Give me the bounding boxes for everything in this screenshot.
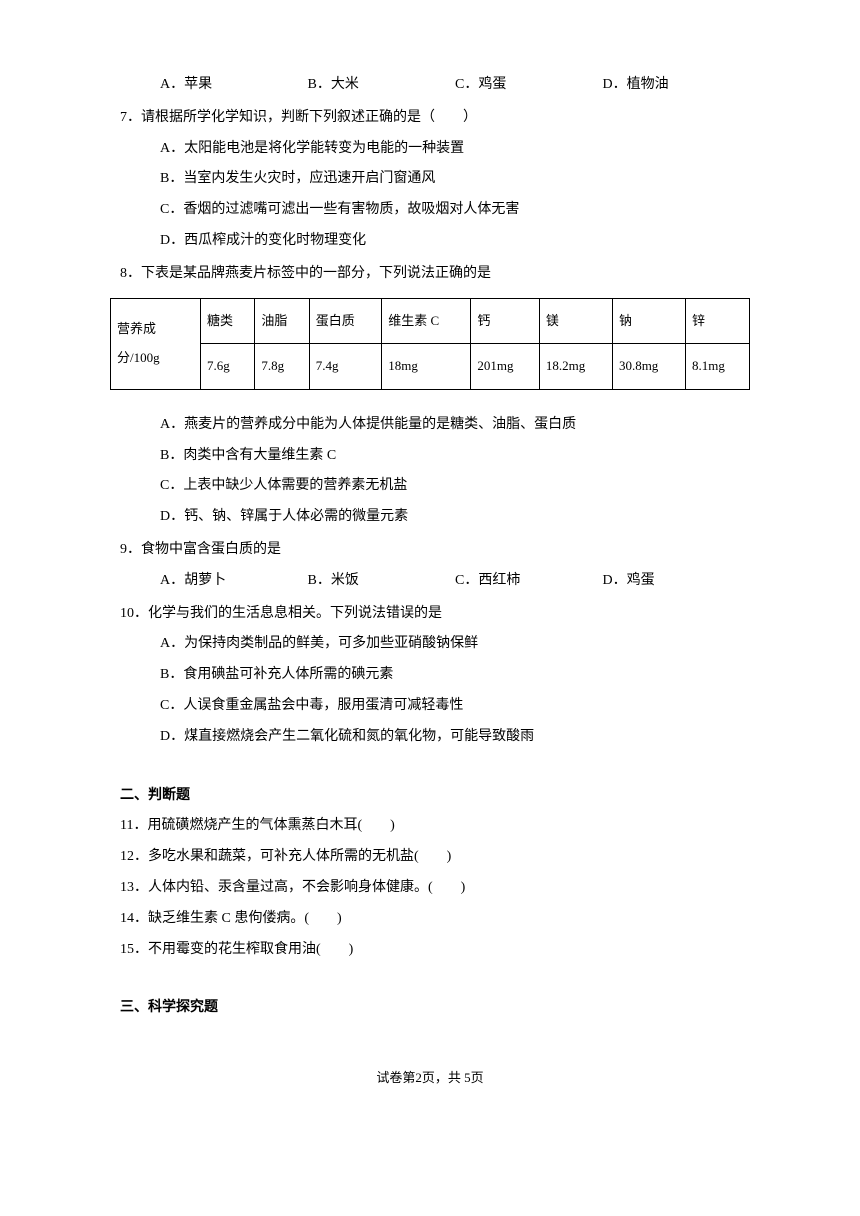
question-8: 8．下表是某品牌燕麦片标签中的一部分，下列说法正确的是 (110, 259, 750, 290)
q6-options: A．苹果 B．大米 C．鸡蛋 D．植物油 (110, 70, 750, 101)
question-7: 7．请根据所学化学知识，判断下列叙述正确的是（ ） A．太阳能电池是将化学能转变… (110, 103, 750, 257)
q10-option-d: D．煤直接燃烧会产生二氧化硫和氮的氧化物，可能导致酸雨 (110, 722, 750, 753)
table-header: 钠 (612, 298, 685, 344)
table-header: 糖类 (201, 298, 255, 344)
q9-option-d: D．鸡蛋 (603, 566, 751, 597)
q8-option-d: D．钙、钠、锌属于人体必需的微量元素 (110, 502, 750, 533)
table-header: 油脂 (255, 298, 309, 344)
section-2-title: 二、判断题 (110, 781, 750, 812)
q13: 13．人体内铅、汞含量过高，不会影响身体健康。( ) (110, 873, 750, 904)
q8-stem: 8．下表是某品牌燕麦片标签中的一部分，下列说法正确的是 (110, 259, 750, 290)
table-value-row: 7.6g 7.8g 7.4g 18mg 201mg 18.2mg 30.8mg … (111, 344, 750, 390)
table-header: 钙 (471, 298, 539, 344)
page-footer: 试卷第2页，共 5页 (110, 1064, 750, 1093)
q9-option-b: B．米饭 (308, 566, 456, 597)
q6-option-b: B．大米 (308, 70, 456, 101)
q7-stem: 7．请根据所学化学知识，判断下列叙述正确的是（ ） (110, 103, 750, 134)
table-value: 8.1mg (685, 344, 749, 390)
q10-option-c: C．人误食重金属盐会中毒，服用蛋清可减轻毒性 (110, 691, 750, 722)
q10-option-b: B．食用碘盐可补充人体所需的碘元素 (110, 660, 750, 691)
table-label-cell: 营养成分/100g (111, 298, 201, 389)
table-header: 蛋白质 (309, 298, 382, 344)
q10-option-a: A．为保持肉类制品的鲜美，可多加些亚硝酸钠保鲜 (110, 629, 750, 660)
q9-option-a: A．胡萝卜 (160, 566, 308, 597)
table-header: 镁 (539, 298, 612, 344)
table-value: 7.6g (201, 344, 255, 390)
q7-option-c: C．香烟的过滤嘴可滤出一些有害物质，故吸烟对人体无害 (110, 195, 750, 226)
q7-option-a: A．太阳能电池是将化学能转变为电能的一种装置 (110, 134, 750, 165)
q8-option-c: C．上表中缺少人体需要的营养素无机盐 (110, 471, 750, 502)
q15: 15．不用霉变的花生榨取食用油( ) (110, 935, 750, 966)
section-3-title: 三、科学探究题 (110, 993, 750, 1024)
q14: 14．缺乏维生素 C 患佝偻病。( ) (110, 904, 750, 935)
q8-options: A．燕麦片的营养成分中能为人体提供能量的是糖类、油脂、蛋白质 B．肉类中含有大量… (110, 410, 750, 533)
table-header: 锌 (685, 298, 749, 344)
question-10: 10．化学与我们的生活息息相关。下列说法错误的是 A．为保持肉类制品的鲜美，可多… (110, 599, 750, 753)
table-value: 18mg (382, 344, 471, 390)
q11: 11．用硫磺燃烧产生的气体熏蒸白木耳( ) (110, 811, 750, 842)
q10-stem: 10．化学与我们的生活息息相关。下列说法错误的是 (110, 599, 750, 630)
q6-option-c: C．鸡蛋 (455, 70, 603, 101)
q7-option-b: B．当室内发生火灾时，应迅速开启门窗通风 (110, 164, 750, 195)
table-header-row: 营养成分/100g 糖类 油脂 蛋白质 维生素 C 钙 镁 钠 锌 (111, 298, 750, 344)
table-value: 18.2mg (539, 344, 612, 390)
q8-option-b: B．肉类中含有大量维生素 C (110, 441, 750, 472)
q9-option-c: C．西红柿 (455, 566, 603, 597)
nutrition-table: 营养成分/100g 糖类 油脂 蛋白质 维生素 C 钙 镁 钠 锌 7.6g 7… (110, 298, 750, 390)
q7-option-d: D．西瓜榨成汁的变化时物理变化 (110, 226, 750, 257)
question-9: 9．食物中富含蛋白质的是 A．胡萝卜 B．米饭 C．西红柿 D．鸡蛋 (110, 535, 750, 597)
table-header: 维生素 C (382, 298, 471, 344)
table-value: 201mg (471, 344, 539, 390)
q8-option-a: A．燕麦片的营养成分中能为人体提供能量的是糖类、油脂、蛋白质 (110, 410, 750, 441)
q6-option-a: A．苹果 (160, 70, 308, 101)
table-value: 7.4g (309, 344, 382, 390)
q6-option-d: D．植物油 (603, 70, 751, 101)
table-value: 30.8mg (612, 344, 685, 390)
q9-stem: 9．食物中富含蛋白质的是 (110, 535, 750, 566)
q12: 12．多吃水果和蔬菜，可补充人体所需的无机盐( ) (110, 842, 750, 873)
table-value: 7.8g (255, 344, 309, 390)
